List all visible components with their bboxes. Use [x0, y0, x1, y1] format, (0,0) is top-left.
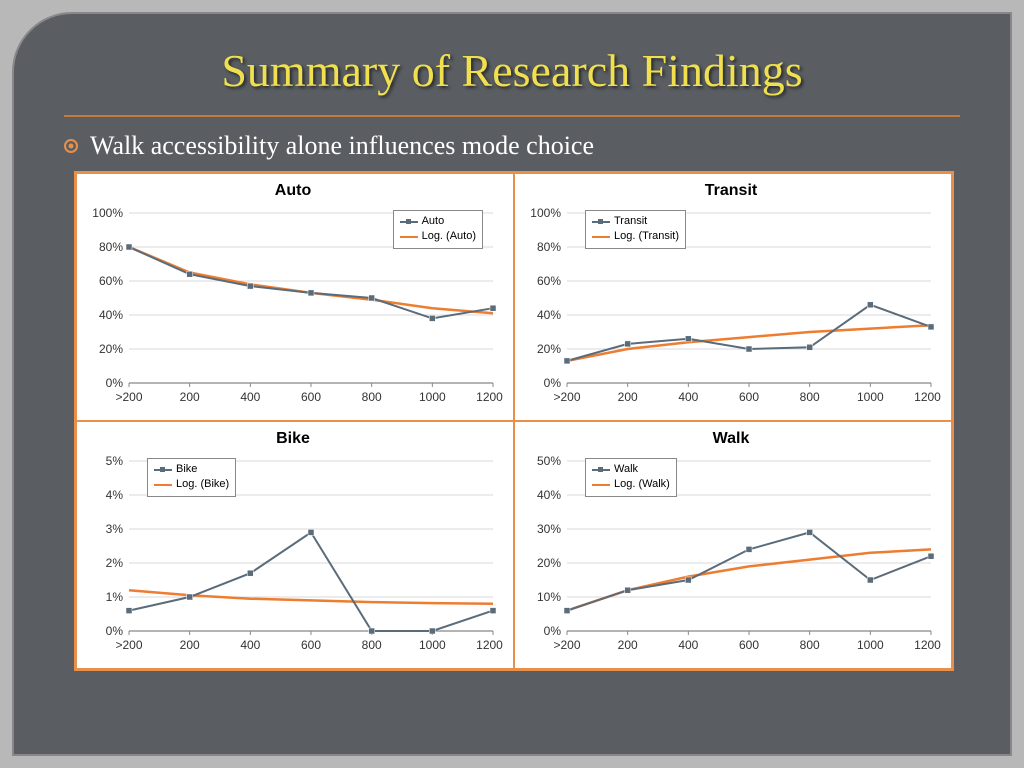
svg-text:400: 400: [678, 638, 698, 652]
svg-text:400: 400: [678, 390, 698, 404]
svg-text:60%: 60%: [537, 274, 561, 288]
chart-legend: Transit Log. (Transit): [585, 210, 686, 249]
svg-text:40%: 40%: [537, 488, 561, 502]
chart-legend: Bike Log. (Bike): [147, 458, 236, 497]
slide: Summary of Research Findings Walk access…: [12, 12, 1012, 756]
svg-text:600: 600: [739, 390, 759, 404]
chart-walk: Walk 0% 10% 20% 30% 40% 50% >200 200 400 600 800 100…: [514, 421, 952, 669]
chart-svg: 0% 10% 20% 30% 40% 50% >200 200 400 600 800 1000 120…: [521, 452, 941, 658]
svg-text:>200: >200: [553, 390, 580, 404]
svg-text:>200: >200: [553, 638, 580, 652]
chart-legend: Walk Log. (Walk): [585, 458, 677, 497]
legend-data-series: Transit: [592, 214, 679, 229]
svg-text:0%: 0%: [106, 376, 124, 390]
svg-text:40%: 40%: [99, 308, 123, 322]
svg-text:100%: 100%: [92, 206, 123, 220]
svg-text:1000: 1000: [419, 638, 446, 652]
svg-text:200: 200: [618, 390, 638, 404]
svg-text:200: 200: [180, 638, 200, 652]
svg-text:40%: 40%: [537, 308, 561, 322]
svg-text:80%: 80%: [537, 240, 561, 254]
svg-text:800: 800: [362, 390, 382, 404]
chart-auto: Auto 0% 20% 40% 60% 80% 100% >200 200 400 600 800 10…: [76, 173, 514, 421]
svg-text:600: 600: [301, 390, 321, 404]
charts-grid: Auto 0% 20% 40% 60% 80% 100% >200 200 400 600 800 10…: [74, 171, 954, 671]
svg-text:1%: 1%: [106, 590, 124, 604]
svg-text:800: 800: [800, 390, 820, 404]
chart-svg: 0% 1% 2% 3% 4% 5% >200 200 400 600 800 1000 1200+: [83, 452, 503, 658]
svg-text:3%: 3%: [106, 522, 124, 536]
legend-data-series: Bike: [154, 462, 229, 477]
svg-text:4%: 4%: [106, 488, 124, 502]
svg-text:1200+: 1200+: [914, 390, 941, 404]
bullet-icon: [64, 139, 78, 153]
chart-title: Auto: [83, 182, 503, 200]
bullet-text: Walk accessibility alone influences mode…: [90, 131, 594, 161]
svg-text:600: 600: [301, 638, 321, 652]
svg-text:800: 800: [800, 638, 820, 652]
svg-text:20%: 20%: [537, 342, 561, 356]
chart-legend: Auto Log. (Auto): [393, 210, 483, 249]
svg-text:0%: 0%: [106, 624, 124, 638]
svg-text:200: 200: [180, 390, 200, 404]
legend-log-series: Log. (Auto): [400, 229, 476, 244]
svg-text:10%: 10%: [537, 590, 561, 604]
page-title: Summary of Research Findings: [64, 44, 960, 97]
legend-data-series: Auto: [400, 214, 476, 229]
legend-log-series: Log. (Bike): [154, 477, 229, 492]
legend-log-series: Log. (Transit): [592, 229, 679, 244]
svg-text:30%: 30%: [537, 522, 561, 536]
legend-data-series: Walk: [592, 462, 670, 477]
svg-text:200: 200: [618, 638, 638, 652]
svg-text:0%: 0%: [544, 376, 562, 390]
svg-text:800: 800: [362, 638, 382, 652]
chart-svg: 0% 20% 40% 60% 80% 100% >200 200 400 600 800 1000 12…: [521, 204, 941, 410]
svg-text:>200: >200: [115, 390, 142, 404]
chart-title: Transit: [521, 182, 941, 200]
chart-transit: Transit 0% 20% 40% 60% 80% 100% >200 200 400 600 80…: [514, 173, 952, 421]
svg-text:100%: 100%: [530, 206, 561, 220]
svg-text:5%: 5%: [106, 454, 124, 468]
svg-text:1200+: 1200+: [476, 638, 503, 652]
svg-text:1000: 1000: [857, 638, 884, 652]
chart-bike: Bike 0% 1% 2% 3% 4% 5% >200 200 400 600 800 1000 1200…: [76, 421, 514, 669]
svg-text:80%: 80%: [99, 240, 123, 254]
svg-text:1000: 1000: [857, 390, 884, 404]
svg-text:60%: 60%: [99, 274, 123, 288]
divider: [64, 115, 960, 117]
svg-text:1200+: 1200+: [914, 638, 941, 652]
svg-text:20%: 20%: [537, 556, 561, 570]
svg-text:600: 600: [739, 638, 759, 652]
svg-text:1000: 1000: [419, 390, 446, 404]
chart-title: Walk: [521, 430, 941, 448]
svg-text:50%: 50%: [537, 454, 561, 468]
svg-text:0%: 0%: [544, 624, 562, 638]
bullet-line: Walk accessibility alone influences mode…: [64, 131, 960, 161]
svg-text:400: 400: [240, 390, 260, 404]
svg-text:20%: 20%: [99, 342, 123, 356]
svg-text:1200+: 1200+: [476, 390, 503, 404]
chart-title: Bike: [83, 430, 503, 448]
svg-text:400: 400: [240, 638, 260, 652]
svg-text:2%: 2%: [106, 556, 124, 570]
svg-text:>200: >200: [115, 638, 142, 652]
legend-log-series: Log. (Walk): [592, 477, 670, 492]
